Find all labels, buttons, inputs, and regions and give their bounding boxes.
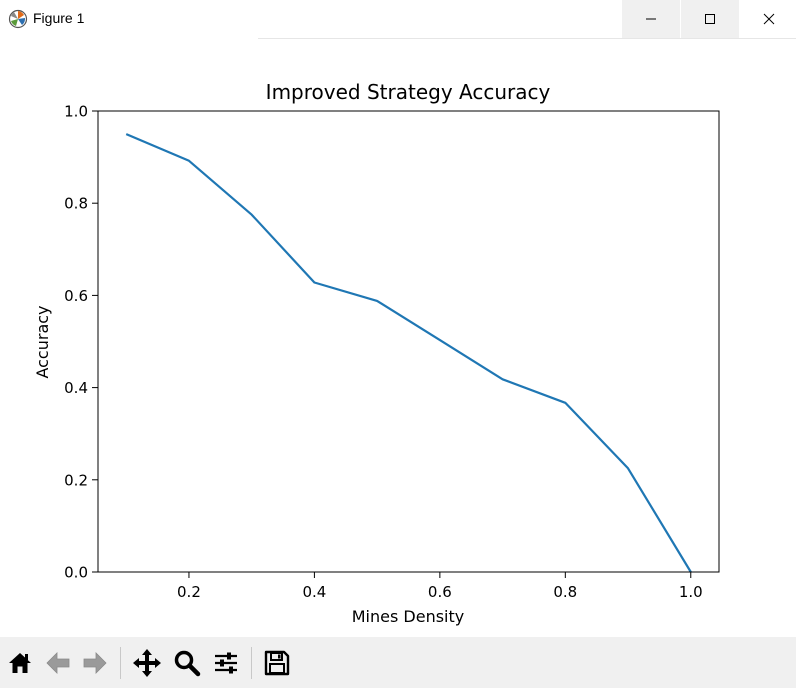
window-titlebar: Figure 1	[0, 0, 796, 38]
magnifier-icon	[174, 650, 201, 677]
y-axis-label: Accuracy	[33, 305, 52, 378]
close-button[interactable]	[740, 0, 796, 38]
chart-title: Improved Strategy Accuracy	[266, 80, 551, 104]
back-button[interactable]	[41, 645, 75, 681]
line-chart: Improved Strategy Accuracy 0.00.20.40.60…	[33, 80, 720, 626]
x-axis-ticks: 0.2 0.4 0.6 0.8 1.0	[177, 572, 703, 601]
y-tick-label: 0.4	[64, 379, 88, 397]
x-tick-label: 0.4	[302, 583, 326, 601]
x-tick-label: 0.6	[428, 583, 452, 601]
minimize-icon	[646, 18, 656, 20]
y-tick-label: 0.0	[64, 564, 88, 582]
matplotlib-icon	[8, 9, 28, 29]
minimize-button[interactable]	[622, 0, 680, 38]
save-button[interactable]	[260, 645, 294, 681]
navigation-toolbar	[0, 637, 796, 688]
accuracy-line	[125, 133, 692, 573]
sliders-icon	[215, 652, 237, 674]
home-button[interactable]	[3, 645, 37, 681]
x-tick-label: 1.0	[679, 583, 703, 601]
floppy-disk-icon	[264, 650, 290, 676]
arrow-right-icon	[83, 652, 107, 674]
forward-button[interactable]	[78, 645, 112, 681]
toolbar-separator	[120, 647, 121, 679]
x-tick-label: 0.2	[177, 583, 201, 601]
y-tick-label: 0.6	[64, 287, 88, 305]
configure-subplots-button[interactable]	[209, 645, 243, 681]
arrow-left-icon	[46, 652, 70, 674]
pan-button[interactable]	[130, 645, 164, 681]
close-icon	[763, 13, 775, 25]
move-icon	[133, 649, 161, 677]
plot-area	[97, 110, 720, 573]
maximize-icon	[705, 14, 715, 24]
y-tick-label: 1.0	[64, 103, 88, 121]
x-axis-label: Mines Density	[352, 607, 464, 626]
maximize-button[interactable]	[681, 0, 739, 38]
window-title: Figure 1	[33, 10, 85, 26]
zoom-button[interactable]	[170, 645, 204, 681]
y-tick-label: 0.2	[64, 471, 88, 489]
x-tick-label: 0.8	[553, 583, 577, 601]
y-axis-ticks: 0.0 0.2 0.4 0.6 0.8 1.0	[64, 103, 98, 582]
y-tick-label: 0.8	[64, 195, 88, 213]
home-icon	[9, 653, 31, 673]
toolbar-separator	[251, 647, 252, 679]
titlebar-divider	[258, 38, 796, 39]
figure-canvas[interactable]: Improved Strategy Accuracy 0.0 0.2 0.4 0.6 0…	[0, 39, 796, 637]
